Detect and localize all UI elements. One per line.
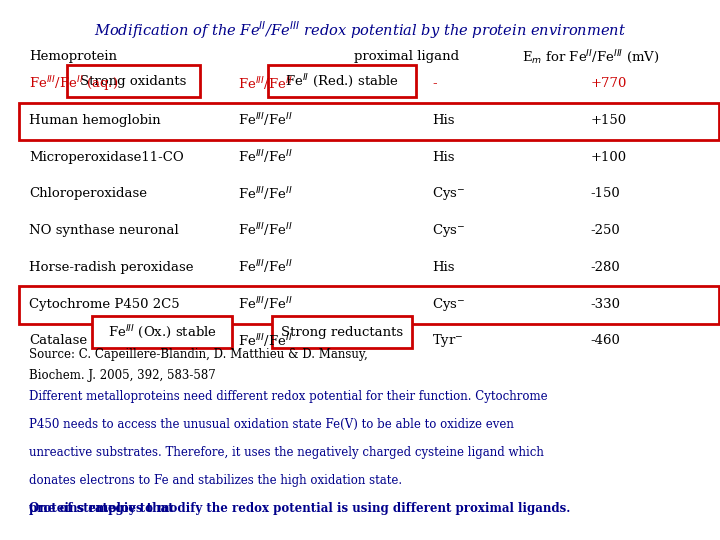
Text: Human hemoglobin: Human hemoglobin xyxy=(29,114,161,127)
Text: One of strategies that: One of strategies that xyxy=(29,502,174,515)
Text: Fe$^{III}$ (Ox.) stable: Fe$^{III}$ (Ox.) stable xyxy=(107,323,217,341)
Text: Catalase: Catalase xyxy=(29,334,87,347)
Text: -280: -280 xyxy=(590,261,620,274)
Text: proteins employ to modify the redox potential is using different proximal ligand: proteins employ to modify the redox pote… xyxy=(29,502,570,515)
Text: Strong reductants: Strong reductants xyxy=(281,326,403,339)
Text: Cys$^{-}$: Cys$^{-}$ xyxy=(432,185,465,202)
Text: His: His xyxy=(432,151,454,164)
Text: +150: +150 xyxy=(590,114,626,127)
Text: Fe$^{III}$/Fe$^{II}$ (aq.): Fe$^{III}$/Fe$^{II}$ (aq.) xyxy=(29,74,118,93)
Text: Fe$^{III}$/Fe$^{II}$: Fe$^{III}$/Fe$^{II}$ xyxy=(238,185,292,202)
Text: proximal ligand: proximal ligand xyxy=(354,50,459,63)
FancyBboxPatch shape xyxy=(66,65,199,97)
Text: NO synthase neuronal: NO synthase neuronal xyxy=(29,224,179,237)
Text: Cys$^{-}$: Cys$^{-}$ xyxy=(432,222,465,239)
Text: Fe$^{III}$/Fe$^{II}$: Fe$^{III}$/Fe$^{II}$ xyxy=(238,112,292,129)
Text: donates electrons to Fe and stabilizes the high oxidation state.: donates electrons to Fe and stabilizes t… xyxy=(29,474,405,487)
Text: +100: +100 xyxy=(590,151,626,164)
Text: Fe$^{III}$/Fe$^{II}$: Fe$^{III}$/Fe$^{II}$ xyxy=(238,259,292,276)
FancyBboxPatch shape xyxy=(268,65,416,97)
Text: His: His xyxy=(432,114,454,127)
Text: -150: -150 xyxy=(590,187,620,200)
Text: Hemoprotein: Hemoprotein xyxy=(29,50,117,63)
Text: Modification of the Fe$^{II}$/Fe$^{III}$ redox potential by the protein environm: Modification of the Fe$^{II}$/Fe$^{III}$… xyxy=(94,19,626,40)
Text: Biochem. J. 2005, 392, 583-587: Biochem. J. 2005, 392, 583-587 xyxy=(29,369,215,382)
Text: Fe$^{III}$/Fe$^{II}$: Fe$^{III}$/Fe$^{II}$ xyxy=(238,148,292,166)
Text: Chloroperoxidase: Chloroperoxidase xyxy=(29,187,147,200)
Text: -460: -460 xyxy=(590,334,620,347)
Text: unreactive substrates. Therefore, it uses the negatively charged cysteine ligand: unreactive substrates. Therefore, it use… xyxy=(29,446,544,459)
FancyBboxPatch shape xyxy=(92,316,232,348)
Text: His: His xyxy=(432,261,454,274)
Text: P450 needs to access the unusual oxidation state Fe(V) to be able to oxidize eve: P450 needs to access the unusual oxidati… xyxy=(29,418,513,431)
Text: Cys$^{-}$: Cys$^{-}$ xyxy=(432,295,465,313)
Text: Fe$^{III}$/Fe$^{II}$: Fe$^{III}$/Fe$^{II}$ xyxy=(238,295,292,313)
Text: Fe$^{III}$/Fe$^{II}$: Fe$^{III}$/Fe$^{II}$ xyxy=(238,332,292,349)
Text: Strong oxidants: Strong oxidants xyxy=(80,75,186,87)
Text: -: - xyxy=(432,77,436,90)
Text: Fe$^{III}$/Fe$^{II}$: Fe$^{III}$/Fe$^{II}$ xyxy=(238,222,292,239)
FancyBboxPatch shape xyxy=(19,286,719,324)
Text: Tyr$^{-}$: Tyr$^{-}$ xyxy=(432,332,464,349)
Text: Horse-radish peroxidase: Horse-radish peroxidase xyxy=(29,261,193,274)
Text: Cytochrome P450 2C5: Cytochrome P450 2C5 xyxy=(29,298,179,310)
Text: Fe$^{III}$/Fe$^{II}$: Fe$^{III}$/Fe$^{II}$ xyxy=(238,75,292,92)
Text: Different metalloproteins need different redox potential for their function. Cyt: Different metalloproteins need different… xyxy=(29,390,547,403)
Text: Microperoxidase11-CO: Microperoxidase11-CO xyxy=(29,151,184,164)
Text: E$_m$ for Fe$^{II}$/Fe$^{III}$ (mV): E$_m$ for Fe$^{II}$/Fe$^{III}$ (mV) xyxy=(521,48,660,65)
Text: +770: +770 xyxy=(590,77,627,90)
Text: Source: C. Capeillere-Blandin, D. Matthieu & D. Mansuy,: Source: C. Capeillere-Blandin, D. Matthi… xyxy=(29,348,367,361)
Text: Fe$^{II}$ (Red.) stable: Fe$^{II}$ (Red.) stable xyxy=(285,72,399,90)
FancyBboxPatch shape xyxy=(271,316,412,348)
Text: -250: -250 xyxy=(590,224,620,237)
FancyBboxPatch shape xyxy=(19,103,719,140)
Text: -330: -330 xyxy=(590,298,621,310)
